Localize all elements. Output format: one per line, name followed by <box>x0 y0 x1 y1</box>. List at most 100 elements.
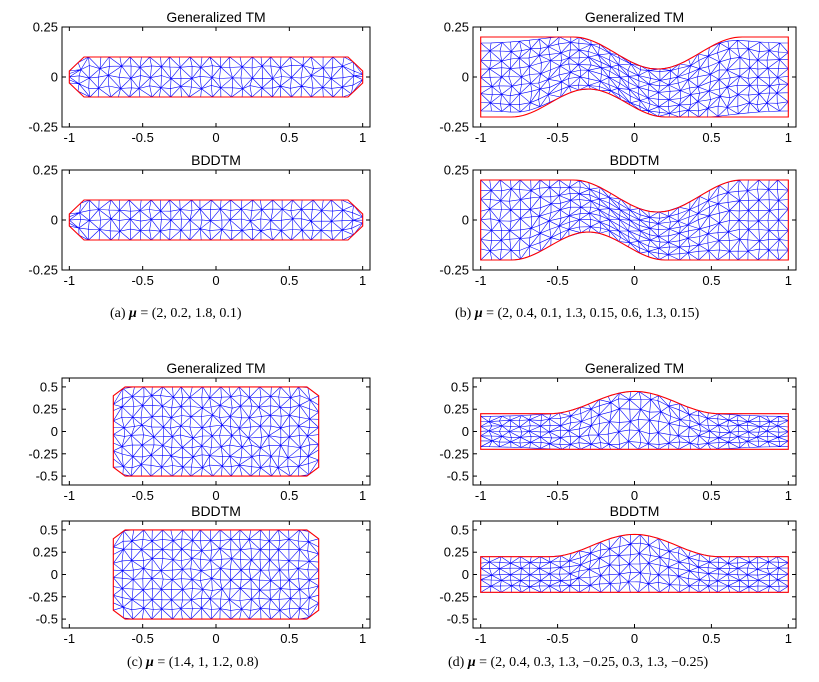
subfigure-c-panel-generalized-tm: Generalized TM -1 -0.5 0 0.5 1 0.5 0.25 0 -0.25 -0… <box>28 360 371 503</box>
subfigure-c-panel-bddtm: BDDTM -1 -0.5 0 0.5 1 0.5 0.25 0 -0.25 -0.5 <box>28 503 371 646</box>
caption-c-label: (c) <box>127 655 143 670</box>
x-tick-label: -0.5 <box>546 273 568 288</box>
subfigure-b-panel-generalized-tm: Generalized TM -1 -0.5 0 0.5 1 0.25 0 -0.25 <box>439 9 797 145</box>
x-tick-label: 0.5 <box>280 273 298 288</box>
panel-title: Generalized TM <box>166 360 265 376</box>
domain-boundary <box>112 386 320 477</box>
caption-a: (a) μ = (2, 0.2, 1.8, 0.1) <box>110 306 242 322</box>
domain-boundary <box>480 179 789 261</box>
y-tick-label: 0.25 <box>33 163 58 178</box>
mesh-edges <box>113 529 319 620</box>
mesh-edges <box>480 36 789 118</box>
y-tick-label: 0 <box>51 567 58 582</box>
panel-title: Generalized TM <box>585 360 684 376</box>
axes-frame <box>61 520 371 629</box>
x-tick-label: -1 <box>64 273 76 288</box>
y-tick-label: 0 <box>462 567 469 582</box>
caption-d-mu: = (2, 0.4, 0.3, 1.3, −0.25, 0.3, 1.3, −0… <box>479 655 709 670</box>
x-tick-label: 0.5 <box>280 631 298 646</box>
x-tick-label: 0.5 <box>702 130 720 145</box>
caption-b: (b) μ = (2, 0.4, 0.1, 1.3, 0.15, 0.6, 1.… <box>455 306 699 322</box>
x-tick-label: 0 <box>631 130 638 145</box>
x-tick-label: 0.5 <box>702 631 720 646</box>
panel-title: Generalized TM <box>166 9 265 25</box>
x-tick-label: -1 <box>64 488 76 503</box>
y-tick-label: 0.25 <box>444 402 469 417</box>
x-tick-label: 0.5 <box>280 130 298 145</box>
x-tick-label: -1 <box>475 273 487 288</box>
x-tick-label: -1 <box>475 130 487 145</box>
x-tick-label: 0 <box>212 488 219 503</box>
panel-title: BDDTM <box>191 503 241 519</box>
y-tick-label: 0 <box>51 213 58 228</box>
domain-boundary <box>480 533 789 593</box>
mesh-edges <box>480 179 789 261</box>
y-tick-label: 0.25 <box>33 402 58 417</box>
y-tick-label: 0.5 <box>40 379 58 394</box>
mesh-edges <box>113 386 319 477</box>
x-tick-label: 0 <box>631 631 638 646</box>
y-tick-label: -0.25 <box>28 446 58 461</box>
y-tick-label: -0.25 <box>439 120 469 135</box>
panel-title: BDDTM <box>191 152 241 168</box>
y-tick-label: -0.25 <box>28 120 58 135</box>
x-tick-label: -0.5 <box>131 631 153 646</box>
x-tick-label: 1 <box>785 488 792 503</box>
caption-b-mu-symbol: μ <box>474 306 483 321</box>
caption-b-mu: = (2, 0.4, 0.1, 1.3, 0.15, 0.6, 1.3, 0.1… <box>486 306 700 321</box>
y-tick-label: -0.25 <box>28 263 58 278</box>
y-tick-label: -0.5 <box>447 469 469 484</box>
x-tick-label: -1 <box>475 488 487 503</box>
x-tick-label: 0.5 <box>280 488 298 503</box>
panel-title: Generalized TM <box>585 9 684 25</box>
y-tick-label: 0 <box>51 424 58 439</box>
x-tick-label: 1 <box>785 631 792 646</box>
y-tick-label: 0.25 <box>444 163 469 178</box>
y-tick-label: -0.25 <box>28 589 58 604</box>
x-tick-label: -0.5 <box>131 130 153 145</box>
x-tick-label: -1 <box>64 631 76 646</box>
mesh-edges <box>69 199 363 241</box>
caption-b-label: (b) <box>455 306 472 321</box>
subfigure-d-panel-generalized-tm: Generalized TM -1 -0.5 0 0.5 1 0.5 0.25 0 -0.25 -0… <box>439 360 797 503</box>
subfigure-a-panel-bddtm: BDDTM -1 -0.5 0 0.5 1 0.25 0 -0.25 <box>28 152 371 288</box>
y-tick-label: 0.25 <box>444 20 469 35</box>
domain-boundary <box>480 36 789 118</box>
panel-title: BDDTM <box>610 503 660 519</box>
x-tick-label: 0 <box>212 631 219 646</box>
x-tick-label: 1 <box>785 130 792 145</box>
x-tick-label: 0.5 <box>702 488 720 503</box>
y-tick-label: -0.5 <box>36 612 58 627</box>
x-tick-label: 1 <box>359 130 366 145</box>
caption-c: (c) μ = (1.4, 1, 1.2, 0.8) <box>127 655 259 671</box>
x-tick-label: 0 <box>212 273 219 288</box>
y-tick-label: 0 <box>51 70 58 85</box>
x-tick-label: -0.5 <box>546 631 568 646</box>
y-tick-label: 0.5 <box>40 522 58 537</box>
panel-title: BDDTM <box>610 152 660 168</box>
caption-a-mu-symbol: μ <box>129 306 137 321</box>
caption-a-label: (a) <box>110 306 126 321</box>
y-tick-label: 0 <box>462 70 469 85</box>
caption-d: (d) μ = (2, 0.4, 0.3, 1.3, −0.25, 0.3, 1… <box>448 655 708 671</box>
x-tick-label: 0 <box>212 130 219 145</box>
domain-boundary <box>480 390 789 450</box>
y-tick-label: 0.25 <box>444 545 469 560</box>
x-tick-label: -1 <box>475 631 487 646</box>
domain-boundary <box>68 56 364 98</box>
mesh-edges <box>69 56 363 98</box>
x-tick-label: 0 <box>631 273 638 288</box>
x-tick-label: 1 <box>785 273 792 288</box>
y-tick-label: -0.25 <box>439 263 469 278</box>
y-tick-label: 0.5 <box>451 522 469 537</box>
x-tick-label: -1 <box>64 130 76 145</box>
y-tick-label: -0.25 <box>439 446 469 461</box>
y-tick-label: 0.25 <box>33 545 58 560</box>
caption-c-mu: = (1.4, 1, 1.2, 0.8) <box>157 655 259 670</box>
domain-boundary <box>68 199 364 241</box>
x-tick-label: 1 <box>359 488 366 503</box>
x-tick-label: -0.5 <box>131 488 153 503</box>
y-tick-label: 0 <box>462 424 469 439</box>
y-tick-label: 0.25 <box>33 20 58 35</box>
